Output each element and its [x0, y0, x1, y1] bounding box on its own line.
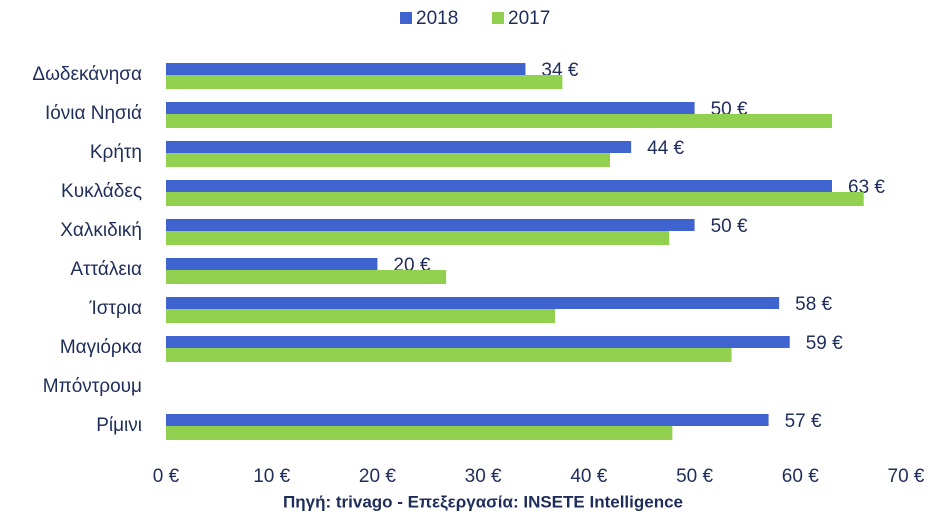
y-tick-label: Ιόνια Νησιά	[45, 103, 142, 124]
bar	[166, 309, 556, 323]
value-label: 50 €	[711, 216, 748, 237]
value-label: 58 €	[795, 294, 832, 315]
y-tick-label: Ίστρια	[88, 298, 142, 319]
bar	[166, 75, 563, 89]
y-tick-label: Δωδεκάνησα	[32, 64, 142, 85]
bar	[166, 63, 526, 75]
y-tick-label: Κυκλάδες	[61, 181, 142, 202]
bar	[166, 114, 832, 128]
bar	[166, 270, 447, 284]
value-label: 44 €	[647, 138, 684, 159]
bar	[166, 231, 670, 245]
y-tick-label: Μπόντρουμ	[43, 376, 142, 397]
bar	[166, 414, 769, 426]
source: Πηγή: trivago - Επεξεργασία: INSETE Inte…	[283, 492, 683, 511]
bar	[166, 102, 695, 114]
x-tick-label: 60 €	[782, 466, 819, 487]
value-label: 59 €	[806, 333, 843, 354]
x-tick-label: 40 €	[570, 466, 607, 487]
bar	[166, 180, 832, 192]
bar	[166, 153, 610, 167]
value-label: 57 €	[785, 411, 822, 432]
x-tick-label: 30 €	[465, 466, 502, 487]
legend-swatch	[400, 12, 412, 24]
bar	[166, 192, 864, 206]
bar	[166, 219, 695, 231]
bar	[166, 141, 632, 153]
bar	[166, 336, 790, 348]
x-tick-label: 0 €	[153, 466, 180, 487]
x-tick-label: 70 €	[888, 466, 925, 487]
legend-swatch	[492, 12, 504, 24]
y-tick-label: Μαγιόρκα	[60, 337, 142, 358]
x-tick-label: 10 €	[253, 466, 290, 487]
y-tick-label: Χαλκιδική	[60, 220, 142, 241]
x-tick-label: 50 €	[676, 466, 713, 487]
y-tick-label: Ρίμινι	[96, 415, 142, 436]
legend-label: 2017	[508, 8, 550, 29]
bar	[166, 426, 673, 440]
y-tick-label: Αττάλεια	[70, 259, 142, 280]
bar	[166, 348, 732, 362]
x-tick-label: 20 €	[359, 466, 396, 487]
bar	[166, 297, 780, 309]
bar	[166, 258, 378, 270]
y-tick-label: Κρήτη	[90, 142, 142, 163]
legend-label: 2018	[416, 8, 458, 29]
